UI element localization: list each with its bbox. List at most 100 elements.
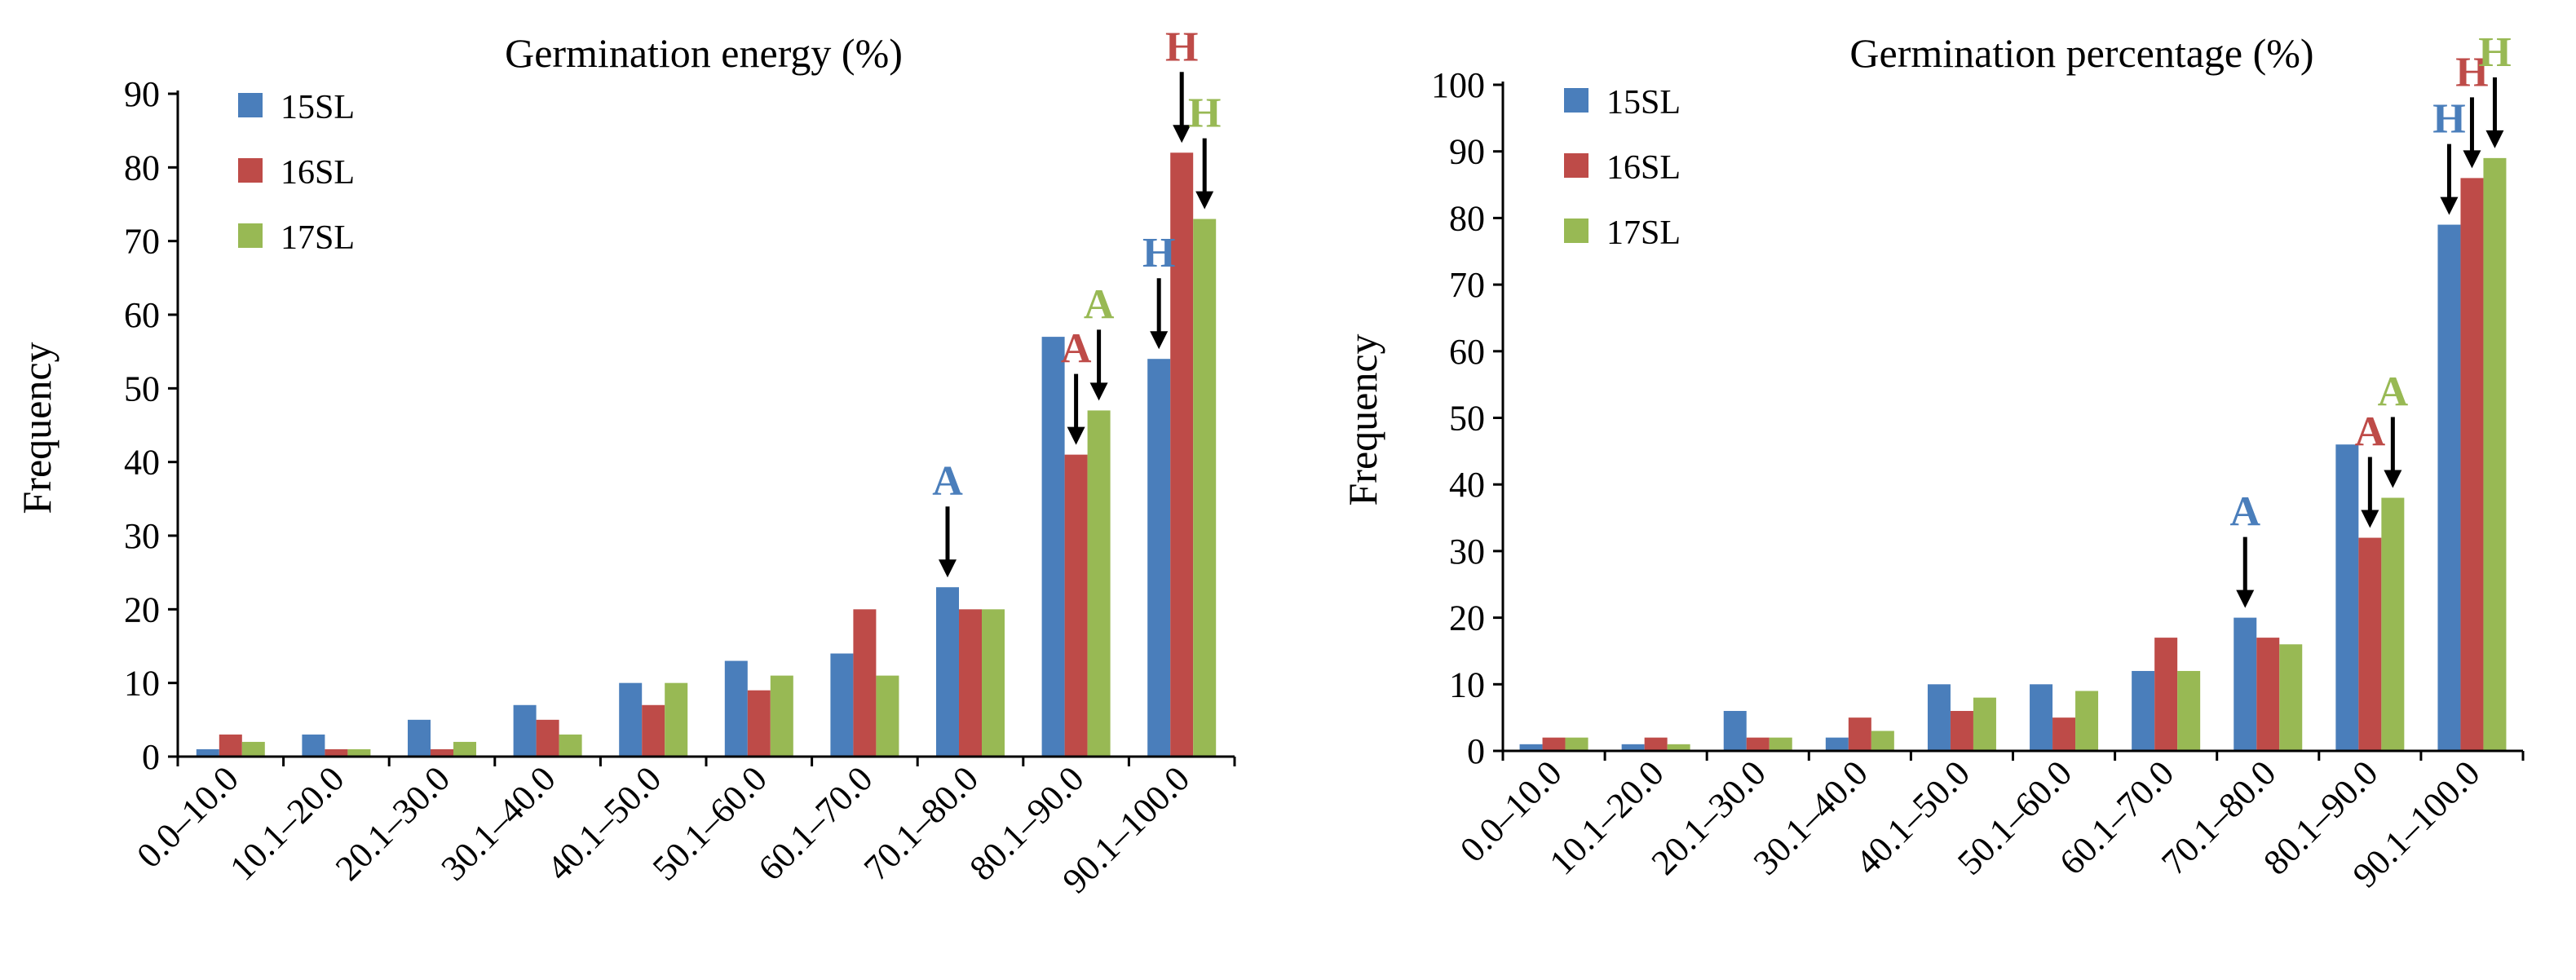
bar-15sl-6 xyxy=(724,660,748,757)
annotation-arrow-head xyxy=(2236,589,2255,608)
y-tick-label: 20 xyxy=(1449,598,1485,638)
y-tick-label: 30 xyxy=(1449,532,1485,572)
legend-label-17sl: 17SL xyxy=(1606,214,1681,252)
annotation-label-a-15sl: A xyxy=(2229,489,2260,536)
x-tick-label: 40.1–50.0 xyxy=(539,758,669,888)
legend-swatch-15sl xyxy=(238,93,263,117)
x-tick-label: 60.1–70.0 xyxy=(750,758,880,888)
x-tick-label: 30.1–40.0 xyxy=(434,758,563,888)
y-tick-label: 100 xyxy=(1431,65,1485,105)
bar-16sl-5 xyxy=(1950,710,1973,751)
bar-17sl-10 xyxy=(2483,157,2507,751)
bar-15sl-3 xyxy=(1723,710,1747,751)
bar-15sl-6 xyxy=(2030,684,2053,751)
bar-15sl-8 xyxy=(936,587,959,757)
y-tick-label: 30 xyxy=(124,516,160,556)
plot-area: 01020304050607080901000.0–10.010.1–20.02… xyxy=(1431,29,2525,895)
legend-label-15sl: 15SL xyxy=(1606,84,1681,121)
annotation-arrow-head xyxy=(2384,470,2402,488)
bar-16sl-10 xyxy=(2460,178,2484,751)
legend-swatch-15sl xyxy=(1564,88,1588,113)
y-tick-label: 80 xyxy=(124,148,160,188)
bar-17sl-7 xyxy=(876,675,899,757)
chart-title: Germination energy (%) xyxy=(505,30,903,76)
legend-label-16sl: 16SL xyxy=(281,154,355,192)
bar-17sl-9 xyxy=(2381,497,2405,751)
bar-16sl-3 xyxy=(1746,737,1770,751)
y-tick-label: 60 xyxy=(124,295,160,335)
bar-16sl-7 xyxy=(2154,638,2178,751)
bar-15sl-1 xyxy=(1519,744,1543,751)
y-tick-label: 40 xyxy=(1449,465,1485,505)
bar-16sl-4 xyxy=(536,719,559,757)
bar-16sl-7 xyxy=(853,609,877,757)
annotation-label-a-17sl: A xyxy=(1084,281,1115,328)
legend: 15SL 16SL 17SL xyxy=(238,89,355,257)
y-tick-label: 50 xyxy=(124,369,160,408)
bar-17sl-1 xyxy=(241,741,265,757)
legend-label-17sl: 17SL xyxy=(281,219,355,257)
legend-label-16sl: 16SL xyxy=(1606,149,1681,187)
bar-15sl-10 xyxy=(2437,224,2461,751)
annotation-arrow-head xyxy=(2485,130,2504,148)
x-tick-label: 70.1–80.0 xyxy=(856,758,986,888)
bar-17sl-3 xyxy=(1769,737,1792,751)
chart-title: Germination percentage (%) xyxy=(1849,30,2313,76)
bar-16sl-2 xyxy=(1644,737,1668,751)
bar-16sl-1 xyxy=(1542,737,1566,751)
y-tick-label: 90 xyxy=(1449,132,1485,172)
annotation-arrow-head xyxy=(1173,125,1191,143)
bar-16sl-10 xyxy=(1170,152,1194,757)
x-tick-label: 20.1–30.0 xyxy=(328,758,457,888)
bar-17sl-3 xyxy=(453,741,476,757)
annotation-arrow-head xyxy=(2440,196,2459,215)
germination-percentage-chart: Germination percentage (%) Frequency 15S… xyxy=(1340,29,2525,895)
bar-16sl-6 xyxy=(2052,717,2076,751)
bar-16sl-4 xyxy=(1848,717,1871,751)
bar-15sl-7 xyxy=(2132,670,2155,751)
annotation-label-h-17sl: H xyxy=(1188,90,1221,137)
bar-15sl-5 xyxy=(619,682,643,757)
legend-swatch-17sl xyxy=(238,223,263,248)
bar-17sl-5 xyxy=(665,682,688,757)
legend: 15SL 16SL 17SL xyxy=(1564,84,1681,252)
bar-17sl-6 xyxy=(2075,691,2099,751)
bar-17sl-9 xyxy=(1087,410,1111,757)
bar-16sl-9 xyxy=(1064,454,1088,757)
y-tick-label: 70 xyxy=(1449,265,1485,305)
annotation-arrow-head xyxy=(1150,331,1169,350)
bar-15sl-3 xyxy=(408,719,431,757)
y-tick-label: 90 xyxy=(124,74,160,114)
y-tick-label: 70 xyxy=(124,222,160,262)
annotation-label-h-15sl: H xyxy=(2432,96,2465,143)
bar-17sl-2 xyxy=(1667,744,1690,751)
bar-17sl-1 xyxy=(1565,737,1588,751)
y-tick-label: 0 xyxy=(142,737,160,777)
bar-15sl-9 xyxy=(1041,337,1065,757)
bar-17sl-8 xyxy=(982,609,1005,757)
bar-17sl-2 xyxy=(347,748,371,757)
annotation-label-a-16sl: A xyxy=(1061,326,1092,373)
y-tick-label: 20 xyxy=(124,589,160,629)
annotation-label-a-17sl: A xyxy=(2378,369,2409,416)
annotation-label-h-16sl: H xyxy=(2455,49,2488,95)
annotation-arrow-head xyxy=(1067,426,1085,445)
legend-swatch-17sl xyxy=(1564,219,1588,243)
annotation-label-a-15sl: A xyxy=(932,458,963,505)
bar-16sl-6 xyxy=(747,690,771,757)
bar-15sl-9 xyxy=(2335,444,2359,751)
bar-15sl-8 xyxy=(2234,617,2257,751)
legend-swatch-16sl xyxy=(238,158,263,183)
y-tick-label: 0 xyxy=(1467,731,1485,771)
bar-15sl-4 xyxy=(513,704,537,757)
y-tick-label: 60 xyxy=(1449,332,1485,372)
bar-16sl-9 xyxy=(2358,537,2382,751)
bar-16sl-2 xyxy=(325,748,348,757)
annotation-arrow-head xyxy=(1195,191,1214,210)
annotation-arrow-head xyxy=(2463,150,2481,169)
y-tick-label: 50 xyxy=(1449,399,1485,439)
x-tick-label: 50.1–60.0 xyxy=(645,758,775,888)
annotation-arrow-head xyxy=(2361,510,2379,528)
annotation-label-a-16sl: A xyxy=(2355,409,2386,456)
